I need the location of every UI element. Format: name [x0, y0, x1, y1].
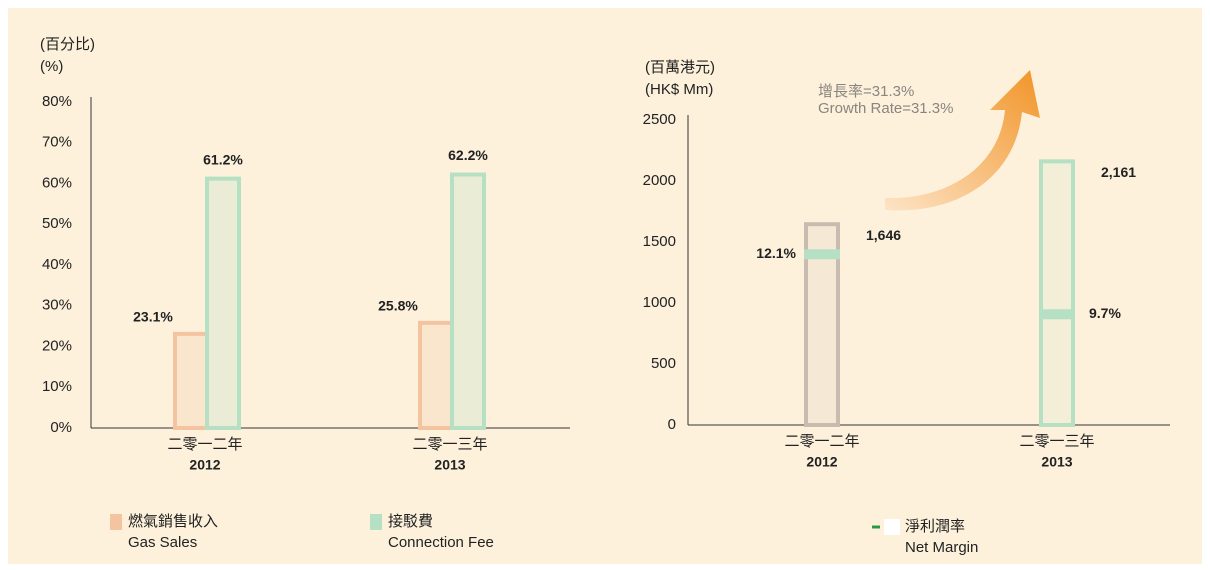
data-label: 2,161	[1101, 164, 1136, 180]
data-label: 9.7%	[1089, 305, 1121, 321]
y-tick-label: 80%	[42, 93, 72, 110]
y-tick-label: 70%	[42, 134, 72, 151]
net-margin-marker	[804, 249, 840, 260]
axis-title: (百萬港元)	[645, 59, 715, 76]
y-tick-label: 500	[651, 355, 676, 372]
y-tick-label: 0%	[50, 419, 72, 436]
x-tick-label: 2013	[1041, 454, 1072, 470]
axis-title: (HK$ Mm)	[645, 81, 713, 98]
data-label: 61.2%	[203, 151, 243, 167]
legend-label: Connection Fee	[388, 534, 494, 551]
bar	[1039, 159, 1075, 427]
x-tick-label: 二零一二年	[784, 433, 859, 450]
x-tick-label: 二零一三年	[1019, 433, 1094, 450]
data-label: 1,646	[866, 227, 901, 243]
data-label: 12.1%	[756, 245, 796, 261]
legend-swatch	[110, 514, 122, 530]
axis-title: (%)	[40, 58, 63, 75]
annotation: 增長率=31.3%	[818, 83, 914, 100]
y-tick-label: 50%	[42, 215, 72, 232]
legend-label: 接駁費	[388, 513, 433, 530]
bar	[205, 176, 241, 430]
axis-title: (百分比)	[40, 36, 95, 53]
growth-arrow	[885, 70, 1040, 211]
data-label: 23.1%	[133, 309, 173, 325]
x-tick-label: 二零一三年	[412, 436, 487, 453]
data-label: 62.2%	[448, 147, 488, 163]
legend-label: Net Margin	[905, 539, 978, 556]
y-tick-label: 30%	[42, 297, 72, 314]
y-tick-label: 1000	[643, 294, 676, 311]
bar	[450, 172, 486, 430]
legend-label: 淨利潤率	[905, 518, 965, 535]
x-tick-label: 2012	[806, 454, 837, 470]
y-tick-label: 20%	[42, 337, 72, 354]
legend-label: Gas Sales	[128, 534, 197, 551]
x-tick-label: 2013	[434, 457, 465, 473]
y-tick-label: 60%	[42, 174, 72, 191]
y-tick-label: 40%	[42, 256, 72, 273]
annotation: Growth Rate=31.3%	[818, 100, 954, 117]
net-margin-marker	[1039, 309, 1075, 320]
y-tick-label: 1500	[643, 233, 676, 250]
y-tick-label: 2500	[643, 111, 676, 128]
bar	[173, 331, 209, 430]
x-tick-label: 二零一二年	[167, 436, 242, 453]
legend-swatch	[884, 519, 900, 535]
bar	[418, 320, 454, 430]
data-label: 25.8%	[378, 298, 418, 314]
legend-swatch	[370, 514, 382, 530]
legend-label: 燃氣銷售收入	[128, 512, 218, 530]
y-tick-label: 0	[668, 416, 676, 433]
x-tick-label: 2012	[189, 457, 220, 473]
y-tick-label: 2000	[643, 172, 676, 189]
y-tick-label: 10%	[42, 378, 72, 395]
